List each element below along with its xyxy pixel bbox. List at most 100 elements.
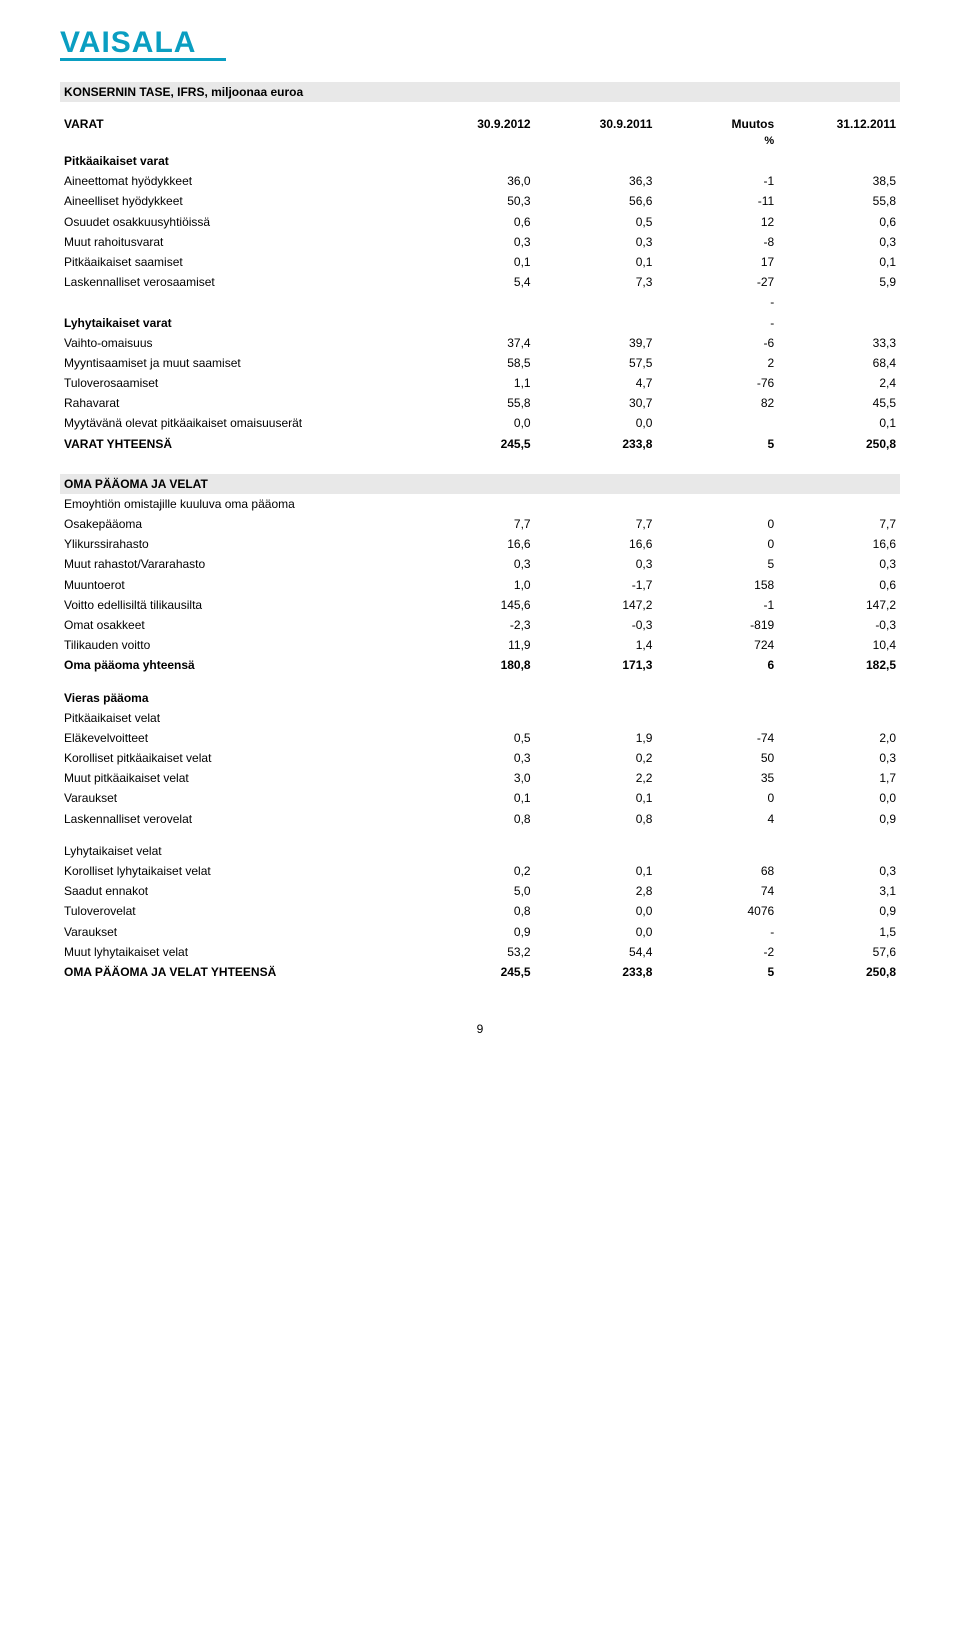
- cell-value: 54,4: [535, 942, 657, 962]
- cell-value: 724: [656, 635, 778, 655]
- cell-value: 0,0: [535, 901, 657, 921]
- cell-value: 3,0: [413, 768, 535, 788]
- table-row: Lyhytaikaiset varat -: [60, 313, 900, 333]
- cell-value: 10,4: [778, 635, 900, 655]
- cell-value: 1,7: [778, 768, 900, 788]
- table-row: Myyntisaamiset ja muut saamiset58,557,52…: [60, 353, 900, 373]
- cell-value: 233,8: [535, 434, 657, 454]
- heading-lyhytaikaiset-velat: Lyhytaikaiset velat: [60, 841, 413, 861]
- cell-value: 82: [656, 393, 778, 413]
- cell-value: 53,2: [413, 942, 535, 962]
- table-row: Lyhytaikaiset velat: [60, 841, 900, 861]
- cell-value: -6: [656, 333, 778, 353]
- table-row: Tuloverovelat0,80,040760,9: [60, 901, 900, 921]
- cell-value: -: [656, 313, 778, 333]
- logo-text: VAISALA: [60, 26, 196, 59]
- cell-value: -0,3: [535, 615, 657, 635]
- section-title-oma-paaoma: OMA PÄÄOMA JA VELAT: [60, 474, 900, 494]
- cell-value: 38,5: [778, 171, 900, 191]
- header-varat: VARAT: [60, 114, 413, 134]
- cell-value: 5,9: [778, 272, 900, 292]
- cell-label: Muuntoerot: [60, 575, 413, 595]
- table-row: Tuloverosaamiset1,14,7-762,4: [60, 373, 900, 393]
- cell-value: 0,0: [535, 922, 657, 942]
- table-row: Vieras pääoma: [60, 688, 900, 708]
- table-row: Pitkäaikaiset saamiset0,10,1170,1: [60, 252, 900, 272]
- cell-value: 6: [656, 655, 778, 675]
- row-varat-total: VARAT YHTEENSÄ 245,5 233,8 5 250,8: [60, 434, 900, 454]
- cell-value: 0,0: [778, 788, 900, 808]
- table-row: Eläkevelvoitteet0,51,9-742,0: [60, 728, 900, 748]
- cell-label: Aineelliset hyödykkeet: [60, 191, 413, 211]
- cell-value: 30,7: [535, 393, 657, 413]
- cell-value: 0,0: [413, 413, 535, 433]
- cell-value: -0,3: [778, 615, 900, 635]
- cell-value: 58,5: [413, 353, 535, 373]
- cell-value: -: [656, 922, 778, 942]
- cell-value: 16,6: [778, 534, 900, 554]
- cell-value: 1,1: [413, 373, 535, 393]
- cell-value: 0,3: [778, 554, 900, 574]
- cell-label: Osakepääoma: [60, 514, 413, 534]
- table-header-row: VARAT 30.9.2012 30.9.2011 Muutos 31.12.2…: [60, 114, 900, 134]
- col-header: 30.9.2011: [535, 114, 657, 134]
- company-logo: VAISALA: [60, 24, 900, 62]
- table-row: -: [60, 292, 900, 312]
- heading-pitkaaikaiset-velat: Pitkäaikaiset velat: [60, 708, 413, 728]
- cell-value: 0,3: [535, 554, 657, 574]
- table-row: Muut rahoitusvarat0,30,3-80,3: [60, 232, 900, 252]
- cell-label: OMA PÄÄOMA JA VELAT YHTEENSÄ: [60, 962, 413, 982]
- cell-value: 4: [656, 809, 778, 829]
- cell-value: 74: [656, 881, 778, 901]
- cell-value: 1,5: [778, 922, 900, 942]
- subheading: Emoyhtiön omistajille kuuluva oma pääoma: [60, 494, 413, 514]
- cell-label: Myytävänä olevat pitkäaikaiset omaisuuse…: [60, 413, 413, 433]
- cell-value: 5: [656, 434, 778, 454]
- cell-value: 3,1: [778, 881, 900, 901]
- cell-value: 5,4: [413, 272, 535, 292]
- cell-value: 0,2: [535, 748, 657, 768]
- cell-value: 0,1: [413, 788, 535, 808]
- cell-value: 1,0: [413, 575, 535, 595]
- cell-label: Oma pääoma yhteensä: [60, 655, 413, 675]
- cell-value: 250,8: [778, 962, 900, 982]
- cell-value: 0,9: [778, 809, 900, 829]
- group-heading: Lyhytaikaiset varat: [60, 313, 413, 333]
- cell-value: 50: [656, 748, 778, 768]
- cell-label: Korolliset pitkäaikaiset velat: [60, 748, 413, 768]
- section-title-tase: KONSERNIN TASE, IFRS, miljoonaa euroa: [60, 82, 900, 102]
- table-row: Muut lyhytaikaiset velat53,254,4-257,6: [60, 942, 900, 962]
- cell-value: 0: [656, 514, 778, 534]
- table-row: Korolliset lyhytaikaiset velat0,20,1680,…: [60, 861, 900, 881]
- table-subheader-row: %: [60, 134, 900, 151]
- cell-value: -1,7: [535, 575, 657, 595]
- cell-value: 0,6: [413, 212, 535, 232]
- table-row: Pitkäaikaiset velat: [60, 708, 900, 728]
- cell-label: Voitto edellisiltä tilikausilta: [60, 595, 413, 615]
- group-heading: Pitkäaikaiset varat: [60, 151, 413, 171]
- cell-value: 147,2: [535, 595, 657, 615]
- cell-value: 2,8: [535, 881, 657, 901]
- cell-value: 57,6: [778, 942, 900, 962]
- cell-value: 35: [656, 768, 778, 788]
- cell-value: 145,6: [413, 595, 535, 615]
- table-row: Muuntoerot1,0-1,71580,6: [60, 575, 900, 595]
- cell-label: Laskennalliset verovelat: [60, 809, 413, 829]
- cell-value: -74: [656, 728, 778, 748]
- cell-value: 2,2: [535, 768, 657, 788]
- table-row: Emoyhtiön omistajille kuuluva oma pääoma: [60, 494, 900, 514]
- cell-value: 4,7: [535, 373, 657, 393]
- cell-label: Korolliset lyhytaikaiset velat: [60, 861, 413, 881]
- cell-value: 0,0: [535, 413, 657, 433]
- cell-label: Tuloverovelat: [60, 901, 413, 921]
- cell-value: 5,0: [413, 881, 535, 901]
- cell-value: 0: [656, 788, 778, 808]
- cell-value: 68: [656, 861, 778, 881]
- cell-value: 7,7: [413, 514, 535, 534]
- cell-value: 0,5: [413, 728, 535, 748]
- cell-label: Vaihto-omaisuus: [60, 333, 413, 353]
- table-row: Korolliset pitkäaikaiset velat0,30,2500,…: [60, 748, 900, 768]
- table-row: Ylikurssirahasto16,616,6016,6: [60, 534, 900, 554]
- cell-label: Muut lyhytaikaiset velat: [60, 942, 413, 962]
- cell-value: 0,3: [535, 232, 657, 252]
